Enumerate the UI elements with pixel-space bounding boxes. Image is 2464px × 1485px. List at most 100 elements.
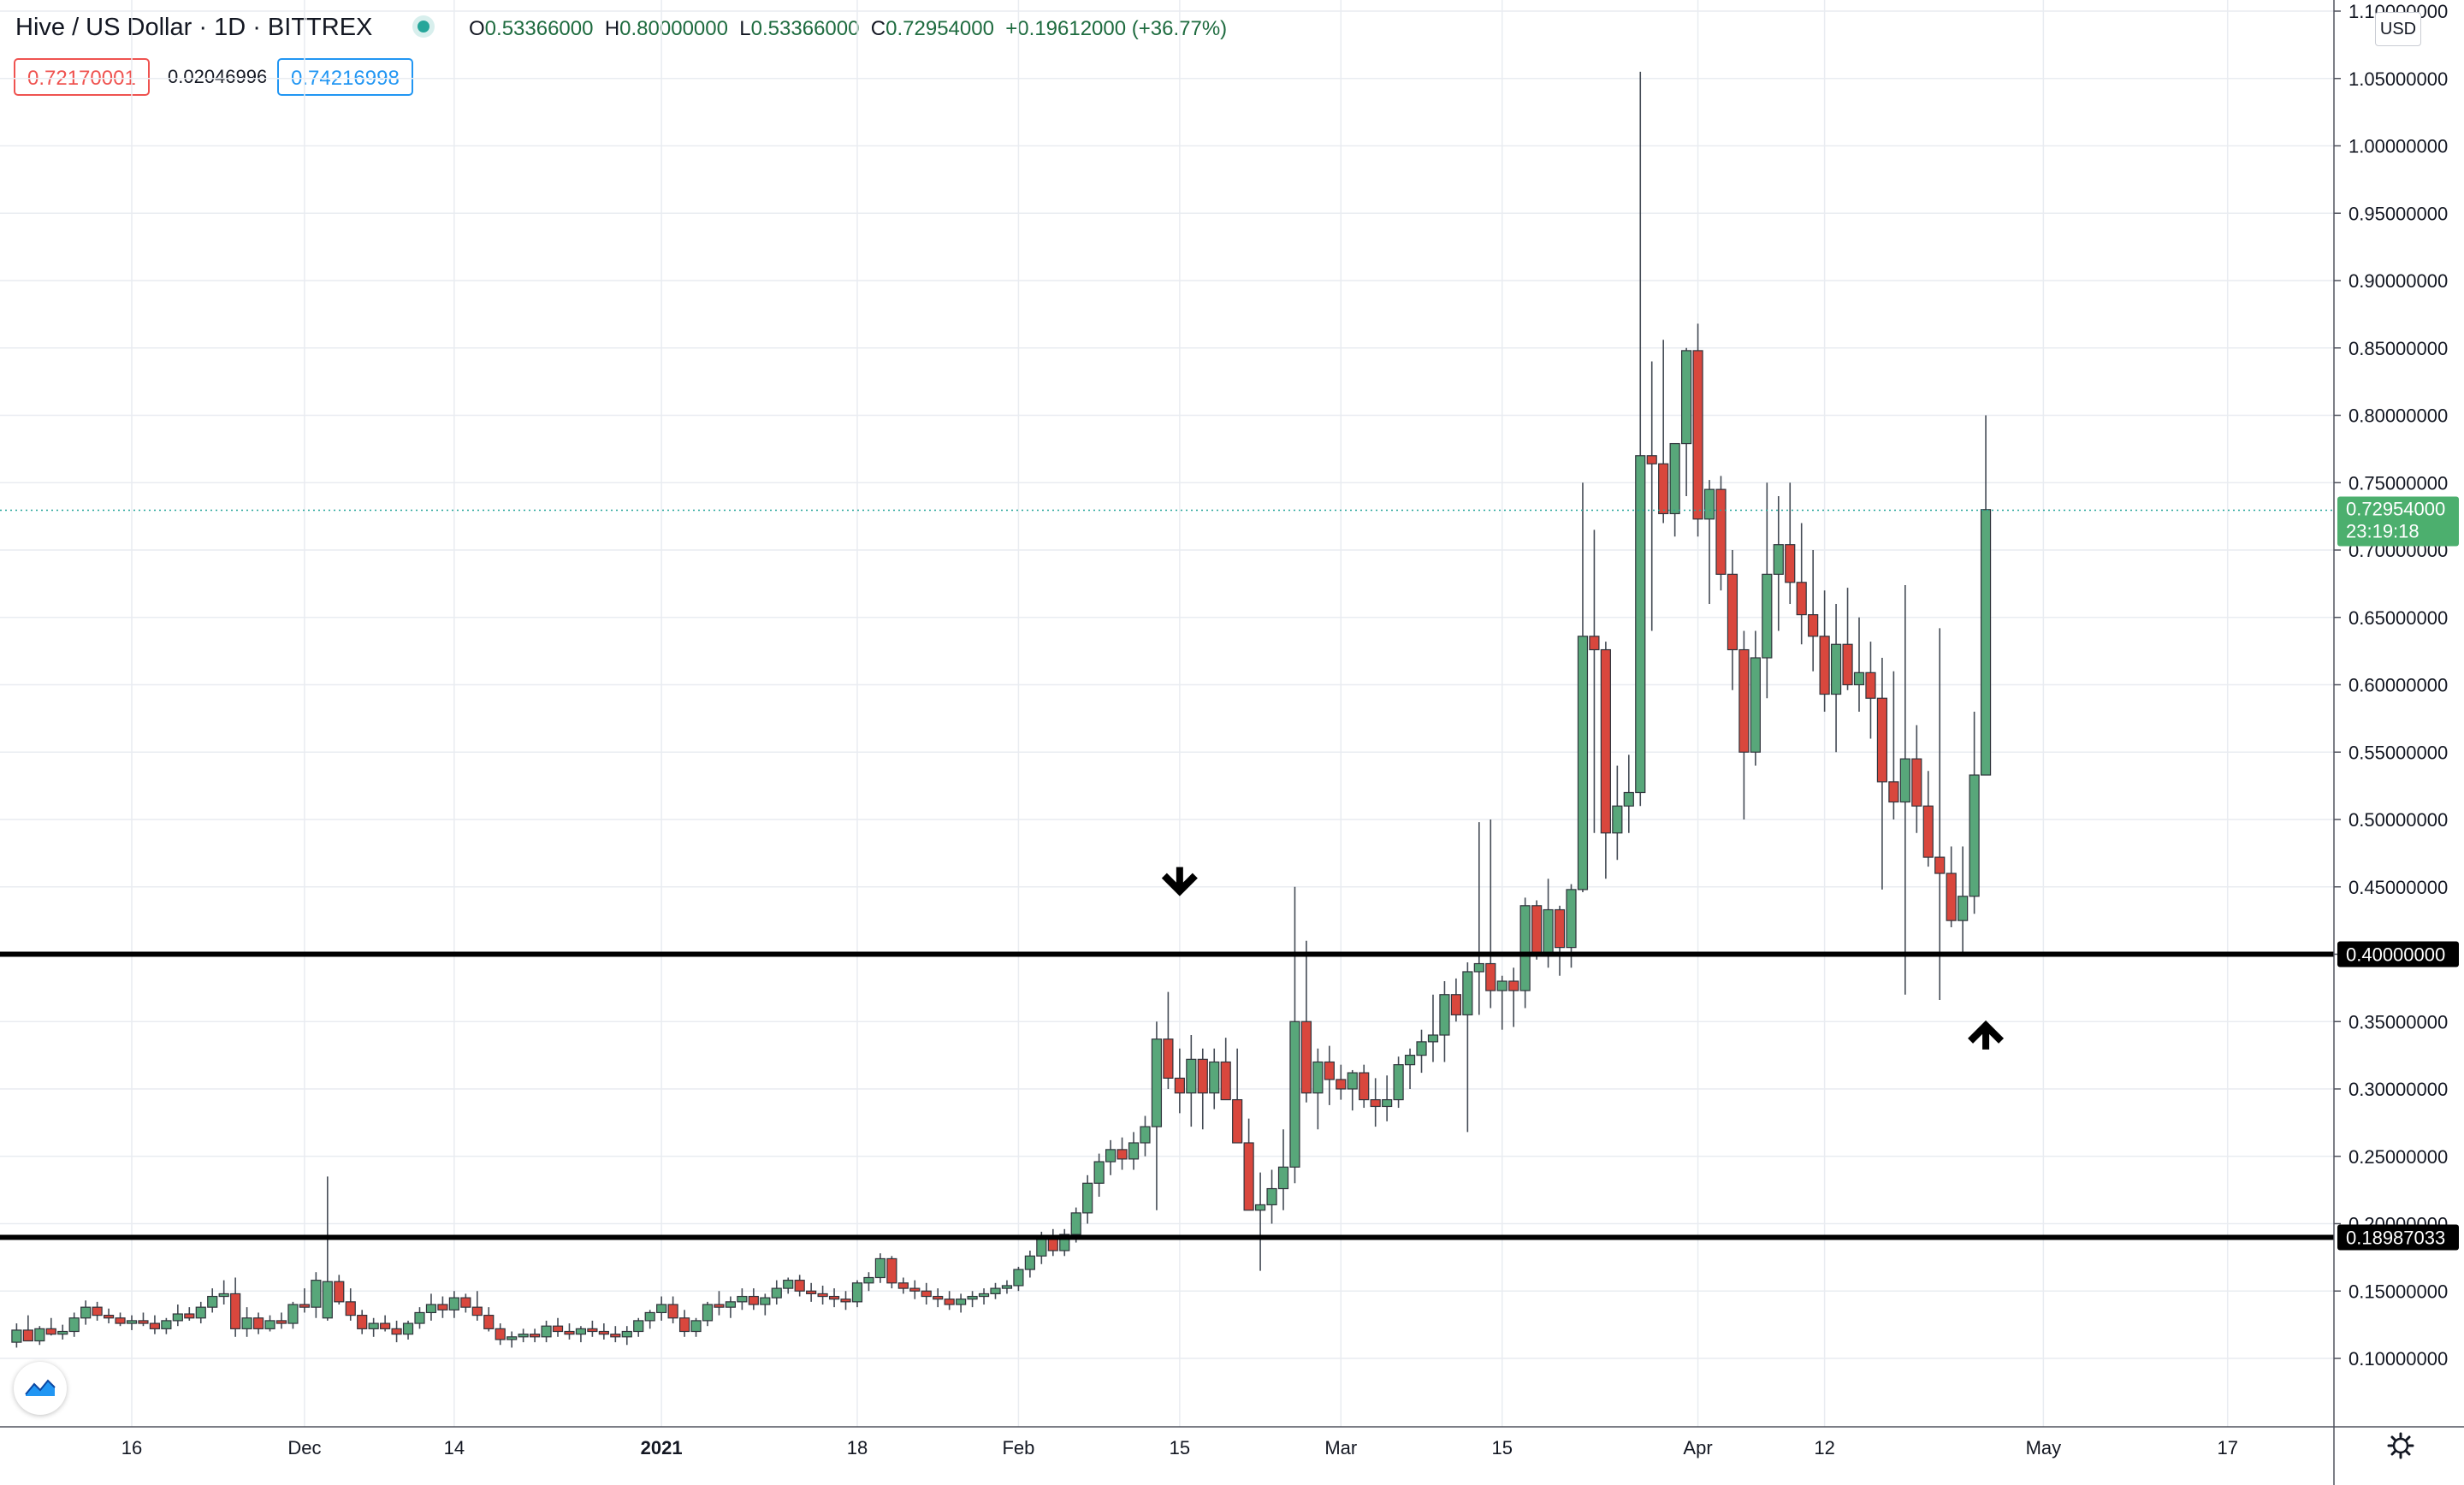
- candle-up: [218, 1293, 229, 1298]
- candle-down: [1934, 856, 1946, 874]
- candle-up: [771, 1287, 782, 1299]
- open-value: 0.53366000: [484, 17, 594, 40]
- candle-up: [425, 1304, 437, 1314]
- time-tick-label: Dec: [287, 1437, 321, 1458]
- candle-down: [1658, 463, 1669, 515]
- candle-down: [828, 1295, 840, 1300]
- candle-up: [34, 1328, 45, 1342]
- candle-up: [448, 1297, 459, 1310]
- candle-down: [471, 1306, 483, 1316]
- candle-up: [1830, 643, 1842, 695]
- candle-up: [690, 1320, 702, 1333]
- candle-down: [933, 1295, 944, 1300]
- time-tick-label: 14: [444, 1437, 465, 1458]
- candle-up: [161, 1320, 172, 1329]
- candle-down: [1359, 1072, 1370, 1101]
- candle-down: [1554, 908, 1566, 949]
- symbol-title[interactable]: Hive / US Dollar · 1D · BITTREX: [15, 14, 372, 42]
- candle-up: [760, 1297, 771, 1305]
- change-value: +0.19612000 (+36.77%): [1005, 17, 1228, 40]
- candle-down: [22, 1329, 33, 1342]
- time-tick-label: 17: [2217, 1437, 2237, 1458]
- candle-down: [1865, 672, 1876, 699]
- bar-countdown: 23:19:18: [2346, 520, 2420, 541]
- candle-up: [1312, 1061, 1324, 1094]
- candle-up: [1059, 1234, 1070, 1251]
- price-tick-label: 0.45000000: [2348, 877, 2448, 898]
- candle-down: [1336, 1079, 1347, 1090]
- price-tick-label: 0.50000000: [2348, 809, 2448, 831]
- candle-down: [1600, 648, 1611, 834]
- price-tick-label: 0.25000000: [2348, 1146, 2448, 1168]
- candle-up: [1669, 442, 1680, 515]
- candle-down: [1163, 1038, 1174, 1079]
- time-tick-label: 15: [1170, 1437, 1190, 1458]
- candle-up: [656, 1304, 667, 1314]
- candle-down: [1116, 1149, 1128, 1160]
- arrow-down-icon: [1161, 867, 1198, 896]
- candle-up: [621, 1330, 632, 1338]
- candle-up: [1762, 573, 1773, 659]
- candle-down: [944, 1299, 955, 1305]
- open-key: O: [469, 17, 485, 40]
- candle-up: [506, 1336, 518, 1340]
- candle-down: [909, 1287, 921, 1292]
- price-tick-label: 0.55000000: [2348, 742, 2448, 763]
- candle-down: [897, 1282, 909, 1289]
- candle-up: [1093, 1161, 1105, 1184]
- level-price-tag-bg: [2337, 941, 2459, 967]
- candle-up: [126, 1320, 138, 1324]
- candle-up: [1427, 1034, 1439, 1043]
- candle-up: [1289, 1021, 1300, 1168]
- candle-down: [564, 1330, 575, 1335]
- candle-up: [241, 1317, 252, 1329]
- tradingview-logo-icon: [25, 1379, 56, 1396]
- candle-down: [1715, 488, 1727, 575]
- time-tick-label: 12: [1814, 1437, 1834, 1458]
- candle-down: [748, 1295, 759, 1305]
- candle-up: [1382, 1098, 1393, 1108]
- candle-down: [1485, 962, 1496, 991]
- price-tick-label: 0.65000000: [2348, 607, 2448, 629]
- candle-down: [460, 1297, 471, 1308]
- high-key: H: [604, 17, 620, 40]
- time-tick-label: Apr: [1683, 1437, 1712, 1458]
- title-sep: ·: [198, 14, 215, 41]
- candle-up: [1703, 488, 1715, 520]
- candle-up: [1750, 657, 1761, 753]
- candle-up: [1001, 1285, 1013, 1289]
- candle-down: [299, 1304, 310, 1308]
- candle-up: [1209, 1061, 1220, 1094]
- candle-down: [817, 1293, 828, 1298]
- exchange-label: BITTREX: [267, 14, 373, 41]
- spread-value: 0.02046996: [168, 66, 268, 87]
- candle-down: [275, 1320, 287, 1324]
- candle-down: [1842, 643, 1853, 686]
- candle-up: [311, 1280, 322, 1308]
- candle-up: [644, 1311, 655, 1322]
- candle-up: [633, 1320, 644, 1333]
- settings-gear-icon[interactable]: [2384, 1429, 2418, 1463]
- candle-up: [11, 1329, 22, 1343]
- candle-down: [886, 1257, 897, 1284]
- candle-up: [1416, 1041, 1427, 1056]
- close-key: C: [870, 17, 886, 40]
- candle-down: [149, 1322, 161, 1329]
- candle-down: [610, 1334, 621, 1338]
- candle-up: [1496, 980, 1507, 991]
- tradingview-logo-button[interactable]: [14, 1362, 67, 1415]
- candle-up: [1958, 896, 1969, 921]
- price-tick-label: 0.30000000: [2348, 1079, 2448, 1100]
- candle-up: [1473, 962, 1484, 973]
- interval-label[interactable]: 1D: [214, 14, 246, 41]
- time-tick-label: 2021: [641, 1437, 683, 1458]
- candle-up: [541, 1325, 552, 1338]
- candle-down: [1946, 873, 1957, 921]
- candle-up: [1013, 1269, 1024, 1287]
- currency-tag[interactable]: USD: [2375, 12, 2421, 46]
- candle-up: [1140, 1126, 1151, 1144]
- symbol-name: Hive / US Dollar: [15, 14, 192, 41]
- candle-down: [1888, 781, 1899, 803]
- price-tick-label: 1.05000000: [2348, 68, 2448, 90]
